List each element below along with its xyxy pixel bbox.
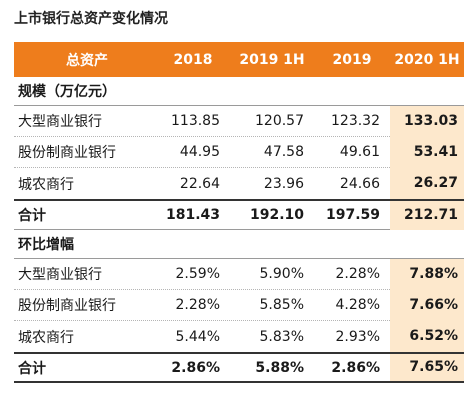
cell-value: 5.88% [255, 359, 304, 376]
cell-value: 23.96 [263, 175, 304, 192]
cell-value: 44.95 [179, 144, 220, 160]
header-col-2019-1h: 2019 1H [239, 51, 305, 68]
row-label: 大型商业银行 [18, 267, 102, 283]
table-row: 股份制商业银行 44.95 47.58 49.61 53.41 [14, 136, 464, 168]
row-label: 股份制商业银行 [18, 298, 116, 314]
cell-value: 2.86% [171, 359, 220, 376]
cell-value: 123.32 [331, 113, 380, 129]
cell-value-highlight: 133.03 [390, 105, 464, 137]
cell-value-highlight: 7.65% [390, 354, 464, 381]
row-label: 合计 [18, 360, 46, 377]
row-label: 城农商行 [18, 329, 74, 346]
cell-value: 22.64 [179, 175, 220, 192]
header-col-2018: 2018 [173, 51, 213, 68]
section-title-scale: 规模（万亿元） [14, 77, 464, 106]
header-col-2019: 2019 [332, 51, 372, 68]
cell-value: 2.93% [335, 328, 380, 345]
cell-value-highlight: 7.88% [390, 258, 464, 290]
section-label: 规模（万亿元） [18, 84, 116, 100]
table-row: 大型商业银行 2.59% 5.90% 2.28% 7.88% [14, 258, 464, 290]
cell-value-highlight: 26.27 [390, 168, 464, 199]
cell-value-highlight: 6.52% [390, 321, 464, 352]
cell-value: 4.28% [335, 297, 380, 313]
cell-value: 5.85% [259, 297, 304, 313]
cell-value: 181.43 [165, 207, 220, 223]
cell-value: 2.86% [331, 359, 380, 376]
table-row: 大型商业银行 113.85 120.57 123.32 133.03 [14, 105, 464, 137]
cell-value-highlight: 7.66% [390, 289, 464, 321]
cell-value: 5.90% [259, 266, 304, 282]
cell-value: 5.44% [175, 328, 220, 345]
table-row: 城农商行 5.44% 5.83% 2.93% 6.52% [14, 321, 464, 352]
row-label: 大型商业银行 [18, 114, 102, 130]
chart-title: 上市银行总资产变化情况 [14, 11, 168, 27]
cell-value: 192.10 [249, 207, 304, 223]
cell-value: 5.83% [259, 328, 304, 345]
cell-value: 49.61 [339, 144, 380, 160]
table-row: 城农商行 22.64 23.96 24.66 26.27 [14, 168, 464, 199]
table-header: 总资产 2018 2019 1H 2019 2020 1H [14, 42, 464, 77]
cell-value: 24.66 [339, 175, 380, 192]
table-row: 股份制商业银行 2.28% 5.85% 4.28% 7.66% [14, 289, 464, 321]
cell-value: 197.59 [325, 207, 380, 223]
table-row-total: 合计 2.86% 5.88% 2.86% 7.65% [14, 352, 464, 383]
header-label: 总资产 [66, 52, 108, 69]
section-label: 环比增幅 [18, 237, 74, 253]
cell-value: 2.28% [335, 266, 380, 282]
section-title-growth: 环比增幅 [14, 230, 464, 259]
cell-value: 47.58 [263, 144, 304, 160]
cell-value: 120.57 [255, 113, 304, 129]
row-label: 股份制商业银行 [18, 145, 116, 161]
cell-value-highlight: 212.71 [390, 200, 464, 230]
asset-table: 总资产 2018 2019 1H 2019 2020 1H 规模（万亿元） 大型… [14, 42, 464, 383]
cell-value: 2.59% [175, 266, 220, 282]
cell-value: 2.28% [175, 297, 220, 313]
row-label: 合计 [18, 208, 46, 224]
cell-value-highlight: 53.41 [390, 136, 464, 168]
header-col-2020-1h: 2020 1H [394, 51, 460, 68]
row-label: 城农商行 [18, 176, 74, 193]
cell-value: 113.85 [171, 113, 220, 129]
table-row-total: 合计 181.43 192.10 197.59 212.71 [14, 199, 464, 230]
